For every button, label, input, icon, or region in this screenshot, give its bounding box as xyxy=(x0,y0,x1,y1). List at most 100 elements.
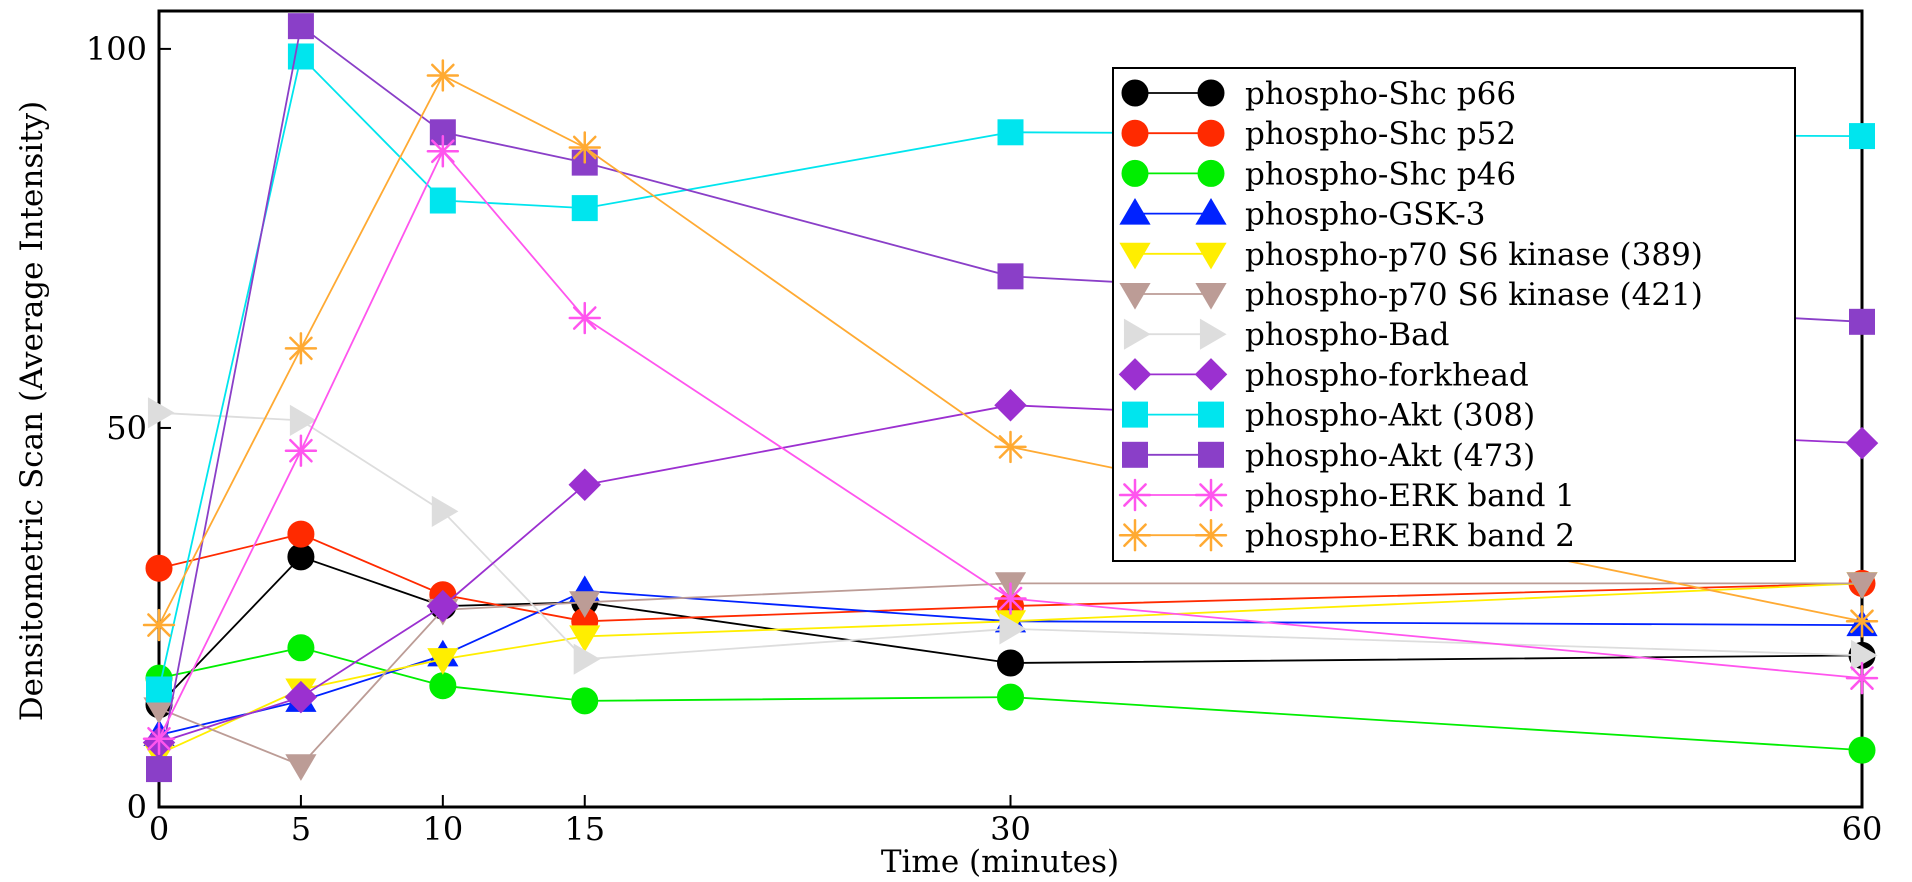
legend-item: phospho-Akt (473) xyxy=(1122,438,1535,474)
data-point xyxy=(145,554,173,582)
data-point xyxy=(568,301,601,335)
legend-label: phospho-forkhead xyxy=(1245,357,1529,393)
legend-marker xyxy=(1118,358,1152,391)
legend-item: phospho-Shc p52 xyxy=(1121,116,1516,152)
legend-marker xyxy=(1123,318,1151,350)
series-line xyxy=(158,646,1863,751)
data-point xyxy=(1850,639,1878,671)
data-point xyxy=(284,332,318,365)
legend-item: phospho-Shc p46 xyxy=(1121,156,1516,192)
legend-marker xyxy=(1195,242,1227,270)
legend-marker xyxy=(1121,119,1149,147)
x-tick-label: 60 xyxy=(1842,810,1883,848)
series-line xyxy=(158,555,1863,706)
data-point xyxy=(573,643,601,675)
data-point xyxy=(147,397,175,429)
legend-marker xyxy=(1119,242,1151,270)
data-point xyxy=(1849,308,1875,335)
data-point xyxy=(285,754,317,781)
legend-marker xyxy=(1198,401,1224,428)
legend-item: phospho-p70 S6 kinase (421) xyxy=(1119,277,1703,313)
data-point xyxy=(426,589,460,623)
data-point xyxy=(142,722,176,755)
legend-marker xyxy=(1121,79,1149,107)
legend-label: phospho-p70 S6 kinase (421) xyxy=(1245,277,1703,313)
data-point xyxy=(997,683,1024,711)
legend-label: phospho-Shc p52 xyxy=(1245,116,1516,152)
y-axis-title: Densitometric Scan (Average Intensity) xyxy=(14,101,50,721)
data-point xyxy=(284,680,318,714)
legend-marker xyxy=(1119,198,1151,225)
legend-item: phospho-Bad xyxy=(1123,317,1449,353)
legend-label: phospho-Akt (308) xyxy=(1245,398,1535,434)
legend-label: phospho-Akt (473) xyxy=(1245,438,1535,474)
data-point xyxy=(999,613,1027,645)
series-line xyxy=(158,411,1863,661)
data-point xyxy=(1849,123,1875,150)
data-point xyxy=(1845,661,1879,695)
data-point xyxy=(146,756,172,783)
data-point xyxy=(569,625,601,653)
legend-item: phospho-p70 S6 kinase (389) xyxy=(1119,237,1703,273)
data-point xyxy=(568,131,601,164)
data-point xyxy=(997,263,1024,290)
y-tick-label: 50 xyxy=(106,409,147,447)
series-line xyxy=(158,533,1863,623)
data-point xyxy=(426,59,460,92)
legend-label: phospho-Shc p46 xyxy=(1245,156,1516,192)
data-point xyxy=(429,187,456,214)
series-6 xyxy=(143,572,1878,781)
legend-box xyxy=(1112,67,1796,562)
legend-marker xyxy=(1122,401,1148,428)
x-tick-label: 0 xyxy=(149,810,169,848)
legend-label: phospho-ERK band 2 xyxy=(1245,518,1575,554)
data-point xyxy=(143,697,175,725)
data-point xyxy=(994,388,1027,422)
data-point xyxy=(287,543,315,571)
data-point xyxy=(1848,736,1876,764)
data-point xyxy=(1846,572,1878,599)
legend-item: phospho-Akt (308) xyxy=(1122,398,1535,434)
data-point xyxy=(284,434,318,467)
legend-marker xyxy=(1199,318,1227,350)
data-point xyxy=(287,634,315,662)
data-point xyxy=(287,43,314,70)
y-tick-label: 0 xyxy=(127,788,147,826)
x-tick-label: 30 xyxy=(990,810,1031,848)
series-line xyxy=(158,149,1863,740)
series-11 xyxy=(142,135,1879,755)
legend-marker xyxy=(1119,282,1151,310)
data-point xyxy=(431,495,459,527)
legend-marker xyxy=(1118,519,1152,552)
data-point xyxy=(289,404,317,436)
series-line xyxy=(158,582,1863,755)
legend-item: phospho-GSK-3 xyxy=(1119,197,1485,233)
data-point xyxy=(997,119,1024,146)
data-point xyxy=(287,520,315,548)
legend-marker xyxy=(1194,519,1228,552)
legend-item: phospho-Shc p66 xyxy=(1121,76,1516,112)
data-point xyxy=(287,13,314,40)
legend: phospho-Shc p66 phospho-Shc p52 phospho-Sh… xyxy=(1112,67,1796,562)
data-point xyxy=(1845,426,1879,460)
x-tick-label: 10 xyxy=(422,810,463,848)
legend-label: phospho-GSK-3 xyxy=(1245,197,1485,233)
data-point xyxy=(429,672,457,700)
legend-marker xyxy=(1121,159,1149,187)
legend-marker xyxy=(1197,159,1225,187)
x-tick-label: 15 xyxy=(564,810,605,848)
legend-label: phospho-Bad xyxy=(1245,317,1449,353)
legend-item: phospho-ERK band 1 xyxy=(1118,478,1575,514)
series-10 xyxy=(146,13,1875,783)
legend-marker xyxy=(1194,358,1228,391)
y-tick-label: 100 xyxy=(86,30,147,68)
legend-item: phospho-ERK band 2 xyxy=(1118,518,1575,554)
series-line xyxy=(158,589,1863,736)
data-point xyxy=(571,687,599,715)
data-point xyxy=(997,649,1024,677)
data-point xyxy=(146,676,172,703)
legend-marker xyxy=(1122,441,1148,468)
legend-marker xyxy=(1118,478,1152,512)
data-point xyxy=(994,582,1027,615)
legend-marker xyxy=(1195,198,1227,225)
